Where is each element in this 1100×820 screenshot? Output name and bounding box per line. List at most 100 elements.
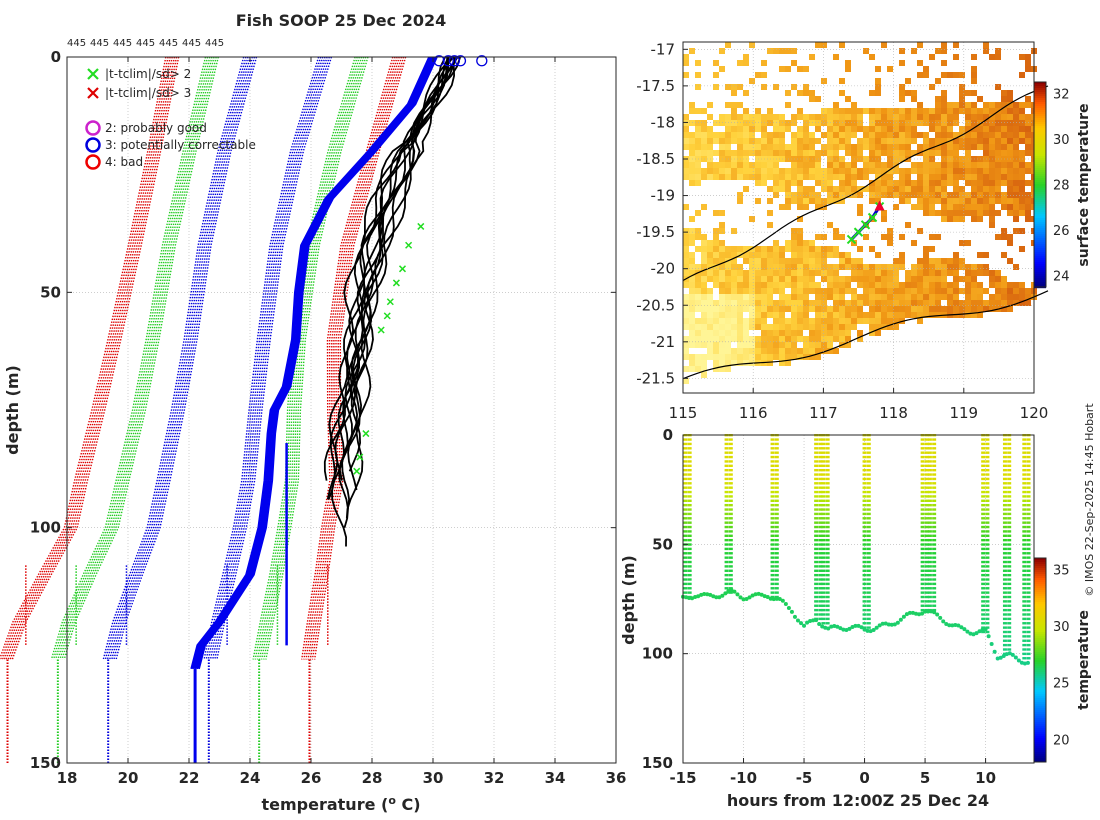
sst-cell [965, 90, 971, 96]
temperature-colorbar-segment [1034, 672, 1046, 675]
sst-cell [791, 228, 797, 234]
sst-cell [977, 252, 983, 258]
cast-point [985, 451, 990, 454]
sst-cell [779, 186, 785, 192]
legend-label: 2: probably good [105, 121, 207, 135]
colorbar-segment [1034, 274, 1046, 277]
sst-cell [695, 354, 701, 360]
temperature-colorbar-segment [1034, 576, 1046, 579]
cast-point [770, 552, 775, 555]
sst-cell [761, 84, 767, 90]
sst-cell [683, 258, 689, 264]
sst-cell [749, 306, 755, 312]
cast-point [1022, 517, 1027, 520]
sst-cell [791, 276, 797, 282]
cast-point [687, 503, 692, 507]
cast-point [981, 587, 986, 590]
cast-point [866, 447, 871, 450]
cast-point [866, 442, 871, 446]
sst-cell [941, 216, 947, 222]
map-x-tick-label: 118 [879, 404, 908, 422]
sst-cell [995, 282, 1001, 288]
cast-point [724, 468, 729, 472]
sst-cell [899, 288, 905, 294]
cast-point [724, 560, 729, 564]
colorbar-segment [1034, 184, 1046, 187]
sst-cell [689, 216, 695, 222]
cast-point [825, 608, 830, 612]
sst-cell [803, 126, 809, 132]
sst-cell [845, 96, 851, 102]
bottom-point [977, 629, 982, 634]
cast-point [862, 482, 867, 485]
sst-cell [1001, 90, 1007, 96]
sst-cell [731, 114, 737, 120]
cast-point [920, 499, 925, 502]
sst-cell [905, 78, 911, 84]
cast-point [814, 560, 819, 564]
sst-cell [995, 186, 1001, 192]
sst-cell [761, 270, 767, 276]
sst-cell [725, 252, 731, 258]
sst-cell [707, 168, 713, 174]
cast-point [862, 512, 867, 516]
cast-point [770, 455, 775, 459]
sst-cell [719, 114, 725, 120]
sst-cell [737, 132, 743, 138]
sst-cell [1025, 216, 1031, 222]
sst-cell [881, 126, 887, 132]
sst-cell [827, 348, 833, 354]
sst-cell [1007, 108, 1013, 114]
sst-cell [803, 288, 809, 294]
cast-point [770, 438, 775, 441]
sst-cell [857, 300, 863, 306]
sst-cell [731, 246, 737, 252]
sst-cell [977, 180, 983, 186]
sst-cell [773, 258, 779, 264]
cast-point [818, 604, 823, 607]
sst-cell [1019, 168, 1025, 174]
cast-point [981, 477, 986, 481]
sst-cell [803, 240, 809, 246]
sst-cell [875, 330, 881, 336]
cast-point [981, 595, 986, 599]
cast-point [728, 547, 733, 551]
sst-cell [899, 120, 905, 126]
cast-point [981, 517, 986, 520]
sst-cell [1001, 96, 1007, 102]
sst-cell [893, 108, 899, 114]
cast-point [814, 512, 819, 516]
cast-point [821, 582, 826, 586]
sst-cell [983, 48, 989, 54]
cast-point [920, 560, 925, 564]
sst-cell [935, 108, 941, 114]
sst-cell [917, 228, 923, 234]
cast-point [825, 543, 830, 546]
sst-cell [743, 60, 749, 66]
cast-point [1022, 525, 1027, 529]
sst-cell [749, 138, 755, 144]
sst-cell [719, 366, 725, 372]
sst-cell [719, 324, 725, 330]
sst-cell [965, 144, 971, 150]
sst-cell [1019, 228, 1025, 234]
sst-cell [863, 282, 869, 288]
sst-cell [887, 174, 893, 180]
sst-cell [779, 48, 785, 54]
sst-cell [875, 198, 881, 204]
sst-cell [785, 306, 791, 312]
cast-point [920, 578, 925, 581]
sst-cell [839, 234, 845, 240]
sst-cell [767, 108, 773, 114]
sst-cell [719, 330, 725, 336]
cast-point [821, 455, 826, 459]
cast-point [818, 447, 823, 450]
cast-point [818, 499, 823, 502]
sst-cell [905, 192, 911, 198]
cast-point [821, 552, 826, 555]
sst-cell [881, 186, 887, 192]
sst-cell [707, 276, 713, 282]
sst-cell [1013, 162, 1019, 168]
cast-point [770, 495, 775, 498]
sst-cell [953, 306, 959, 312]
